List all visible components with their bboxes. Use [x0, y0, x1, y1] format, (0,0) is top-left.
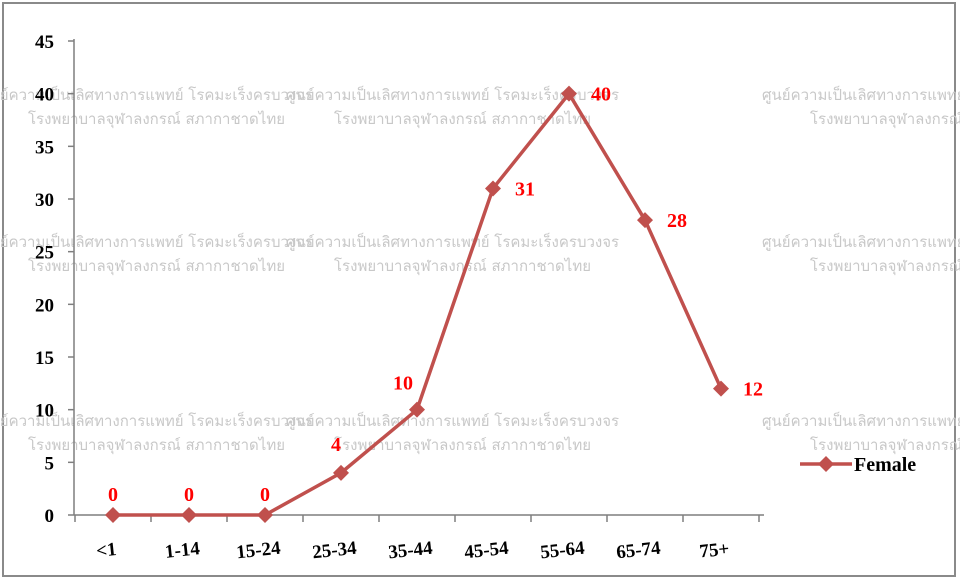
watermark-text: ศูนย์ความเป็นเลิศทางการแพทย์ โรคมะเร็งคร… — [762, 232, 960, 251]
watermark-text: โรงพยาบาลจุฬาลงกรณ์ สภากาชาดไทย — [810, 436, 960, 455]
watermark-text: ศูนย์ความเป็นเลิศทางการแพทย์ โรคมะเร็งคร… — [762, 85, 960, 104]
data-point-marker — [257, 507, 273, 523]
data-label: 40 — [591, 84, 611, 106]
series-layer: 0 0 0 4 10 31 40 28 12 — [105, 84, 763, 523]
watermark-text: ศูนย์ความเป็นเลิศทางการแพทย์ โรคมะเร็งคร… — [0, 411, 313, 430]
legend: Female — [800, 454, 916, 476]
x-tick-label: 55-64 — [539, 538, 586, 564]
x-tick-label: 65-74 — [615, 538, 662, 564]
watermark-text: โรงพยาบาลจุฬาลงกรณ์ สภากาชาดไทย — [334, 110, 591, 129]
data-label: 31 — [515, 178, 535, 200]
data-label: 12 — [743, 379, 763, 401]
data-label: 0 — [184, 484, 194, 506]
x-tick-label: 75+ — [698, 539, 730, 563]
legend-marker — [818, 456, 834, 472]
data-label: 28 — [667, 210, 687, 232]
data-label: 10 — [393, 373, 413, 395]
watermark-text: ศูนย์ความเป็นเลิศทางการแพทย์ โรคมะเร็งคร… — [286, 411, 619, 430]
y-tick-label: 35 — [35, 137, 54, 158]
data-point-marker — [561, 85, 577, 102]
y-tick-label: 20 — [35, 295, 54, 316]
legend-label-female: Female — [854, 454, 916, 476]
watermark-layer: ศูนย์ความเป็นเลิศทางการแพทย์ โรคมะเร็งคร… — [0, 85, 960, 455]
watermark-text: ศูนย์ความเป็นเลิศทางการแพทย์ โรคมะเร็งคร… — [762, 411, 960, 430]
x-tick-label: 25-34 — [311, 538, 358, 564]
data-point-marker — [637, 212, 653, 229]
data-label: 4 — [331, 434, 341, 456]
watermark-text: ศูนย์ความเป็นเลิศทางการแพทย์ โรคมะเร็งคร… — [0, 232, 313, 251]
y-tick-label: 40 — [35, 85, 54, 106]
watermark-text: ศูนย์ความเป็นเลิศทางการแพทย์ โรคมะเร็งคร… — [286, 232, 619, 251]
y-tick-label: 15 — [35, 348, 54, 369]
y-tick-label: 5 — [45, 453, 55, 474]
data-point-marker — [333, 464, 349, 481]
data-point-marker — [485, 180, 501, 197]
watermark-text: โรงพยาบาลจุฬาลงกรณ์ สภากาชาดไทย — [28, 257, 285, 276]
y-tick-label: 10 — [35, 401, 54, 422]
x-tick-label: <1 — [95, 539, 117, 562]
data-point-marker — [409, 401, 425, 418]
watermark-text: ศูนย์ความเป็นเลิศทางการแพทย์ โรคมะเร็งคร… — [0, 85, 313, 104]
y-tick-label: 30 — [35, 190, 54, 211]
data-label: 0 — [108, 484, 118, 506]
y-tick-label: 25 — [35, 243, 54, 264]
x-tick-label: 35-44 — [387, 538, 434, 564]
x-tick-label: 15-24 — [235, 538, 282, 564]
watermark-text: ศูนย์ความเป็นเลิศทางการแพทย์ โรคมะเร็งคร… — [286, 85, 619, 104]
watermark-text: โรงพยาบาลจุฬาลงกรณ์ สภากาชาดไทย — [334, 257, 591, 276]
data-point-marker — [181, 507, 197, 523]
data-point-marker — [105, 507, 121, 523]
watermark-text: โรงพยาบาลจุฬาลงกรณ์ สภากาชาดไทย — [28, 436, 285, 455]
y-tick-label: 0 — [45, 506, 55, 527]
x-tick-label: 45-54 — [463, 538, 510, 564]
watermark-text: โรงพยาบาลจุฬาลงกรณ์ สภากาชาดไทย — [810, 257, 960, 276]
data-point-marker — [713, 380, 729, 397]
watermark-text: โรงพยาบาลจุฬาลงกรณ์ สภากาชาดไทย — [810, 110, 960, 129]
x-tick-label: 1-14 — [164, 538, 201, 563]
y-tick-label: 45 — [35, 32, 54, 53]
data-label: 0 — [260, 484, 270, 506]
watermark-text: โรงพยาบาลจุฬาลงกรณ์ สภากาชาดไทย — [28, 110, 285, 129]
watermark-text: โรงพยาบาลจุฬาลงกรณ์ สภากาชาดไทย — [334, 436, 591, 455]
